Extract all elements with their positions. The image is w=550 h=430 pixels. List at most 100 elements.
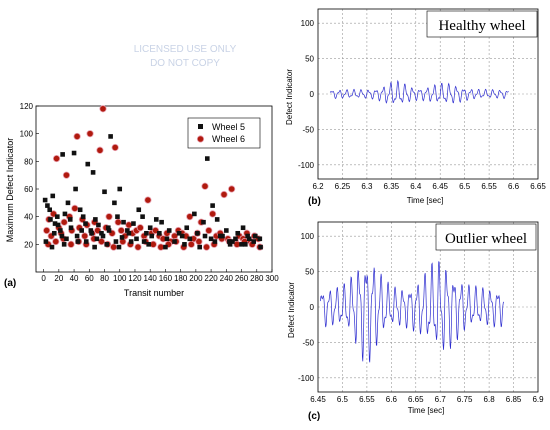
c-plot-frame — [317, 221, 539, 393]
a-xtick-label-5: 100 — [113, 274, 127, 283]
a-xtick-label-7: 140 — [144, 274, 158, 283]
wheel6-point-68 — [67, 240, 75, 248]
wheel6-point-72 — [97, 237, 106, 246]
wheel5-point-17 — [88, 228, 94, 233]
wheel5-point-94 — [146, 242, 151, 247]
wheel5-point-8 — [62, 211, 68, 217]
c-xtick-label-0: 6.45 — [310, 395, 326, 404]
wheel5-point-51 — [252, 233, 258, 239]
wheel5-point-55 — [55, 222, 61, 228]
wheel5-point-99 — [227, 242, 233, 247]
wheel5-point-15 — [83, 221, 88, 226]
wheel5-point-41 — [201, 219, 206, 225]
wheel6-point-8 — [62, 171, 71, 179]
wheel6-point-90 — [233, 240, 241, 248]
wheel6-point-86 — [202, 243, 211, 251]
a-xtick-label-4: 80 — [100, 274, 109, 283]
wheel5-point-25 — [112, 200, 117, 206]
wheel6-point-50 — [201, 182, 209, 190]
b-signal-line — [329, 79, 509, 104]
line-panel-b: 6.2 6.25 6.3 6.35 6.4 6.45 6.5 6.55 6.6 6.65 -100 -… — [285, 8, 546, 207]
a-xtick-label-6: 120 — [128, 274, 142, 283]
wheel5-point-33 — [144, 230, 149, 236]
wheel5-point-31 — [136, 207, 142, 213]
a-xlabel: Transit number — [124, 288, 184, 298]
wheel5-point-92 — [116, 244, 122, 250]
legend-wheel6-label: Wheel 6 — [212, 134, 245, 144]
b-ytick-label-4: 100 — [301, 19, 315, 28]
wheel6-point-35 — [144, 196, 152, 204]
a-xtick-label-1: 20 — [54, 274, 63, 283]
wheel5-point-22 — [102, 189, 107, 195]
wheel5-point-4 — [52, 221, 58, 226]
wheel6-point-27 — [114, 218, 122, 226]
wheel5-point-6 — [58, 228, 63, 233]
wheel5-point-87 — [49, 244, 55, 250]
wheel5-point-72 — [157, 230, 162, 236]
a-ytick-label-1: 40 — [24, 213, 33, 222]
c-title-box — [435, 223, 537, 251]
wheel5-point-88 — [61, 242, 67, 247]
wheel5-point-44 — [214, 217, 220, 222]
c-grid — [318, 222, 538, 392]
wheel5-point-35 — [153, 217, 159, 222]
wheel6-point-79 — [149, 240, 157, 248]
wheel5-point-65 — [106, 228, 112, 233]
wheel5-point-67 — [119, 235, 125, 240]
wheel5-point-28 — [121, 219, 126, 225]
wheel5-point-19 — [93, 217, 98, 222]
a-legend-box — [187, 117, 261, 149]
wheel6-point-7 — [60, 218, 68, 226]
wheel5-point-34 — [147, 225, 153, 231]
wheel6-point-57 — [228, 185, 236, 193]
wheel5-point-2 — [47, 207, 53, 213]
b-xtick-label-2: 6.3 — [361, 182, 373, 191]
wheel5-point-97 — [197, 244, 202, 250]
b-panel-label: (b) — [308, 196, 321, 207]
wheel5-point-71 — [149, 233, 155, 239]
c-ytick-label-1: -50 — [302, 338, 314, 347]
wheel5-point-79 — [208, 236, 214, 242]
b-xtick-label-8: 6.6 — [508, 182, 520, 191]
wheel5-point-38 — [176, 230, 182, 236]
wheel6-point-28 — [117, 226, 125, 235]
c-ylabel: Defect Indicator — [287, 282, 296, 338]
wheel5-point-52 — [43, 239, 49, 244]
c-ytick-label-0: -100 — [298, 374, 315, 383]
a-xtick-label-8: 160 — [159, 274, 173, 283]
wheel6-point-0 — [43, 226, 51, 235]
wheel5-point-90 — [92, 244, 97, 250]
a-ytick-label-5: 120 — [20, 102, 34, 111]
c-ytick-label-2: 0 — [310, 303, 315, 312]
wheel6-point-30 — [125, 221, 133, 229]
wheel5-point-3 — [50, 193, 56, 199]
wheel6-point-74 — [110, 243, 118, 251]
wheel5-point-100 — [243, 242, 248, 247]
c-ytick-label-4: 100 — [301, 232, 315, 241]
wheel6-point-33 — [136, 224, 144, 232]
wheel5-point-13 — [77, 207, 83, 213]
b-xtick-label-1: 6.25 — [335, 182, 351, 191]
a-panel-label: (a) — [4, 278, 16, 289]
wheel5-point-59 — [74, 233, 80, 239]
legend-wheel6-marker — [196, 135, 205, 143]
wheel5-point-101 — [258, 244, 263, 250]
wheel5-point-50 — [246, 236, 252, 242]
c-xlabel: Time [sec] — [408, 406, 445, 415]
wheel5-point-56 — [59, 233, 65, 239]
wheel6-point-24 — [105, 213, 113, 221]
wheel5-point-75 — [179, 233, 185, 239]
c-ticks: 6.45 6.5 6.55 6.6 6.65 6.7 6.75 6.8 6.85 6.9 -100 -… — [298, 232, 544, 404]
b-xtick-label-0: 6.2 — [312, 182, 324, 191]
c-xtick-label-2: 6.55 — [359, 395, 375, 404]
wheel5-point-60 — [79, 228, 84, 233]
wheel5-point-81 — [227, 239, 232, 244]
wheel5-point-43 — [210, 203, 215, 208]
wheel5-point-49 — [240, 225, 246, 231]
wheel5-point-62 — [89, 230, 94, 236]
wheel5-point-86 — [257, 236, 263, 242]
wheel6-point-80 — [157, 243, 165, 251]
b-xtick-label-7: 6.55 — [481, 182, 497, 191]
wheel6-point-21 — [96, 146, 104, 154]
a-ytick-label-4: 100 — [20, 130, 34, 139]
